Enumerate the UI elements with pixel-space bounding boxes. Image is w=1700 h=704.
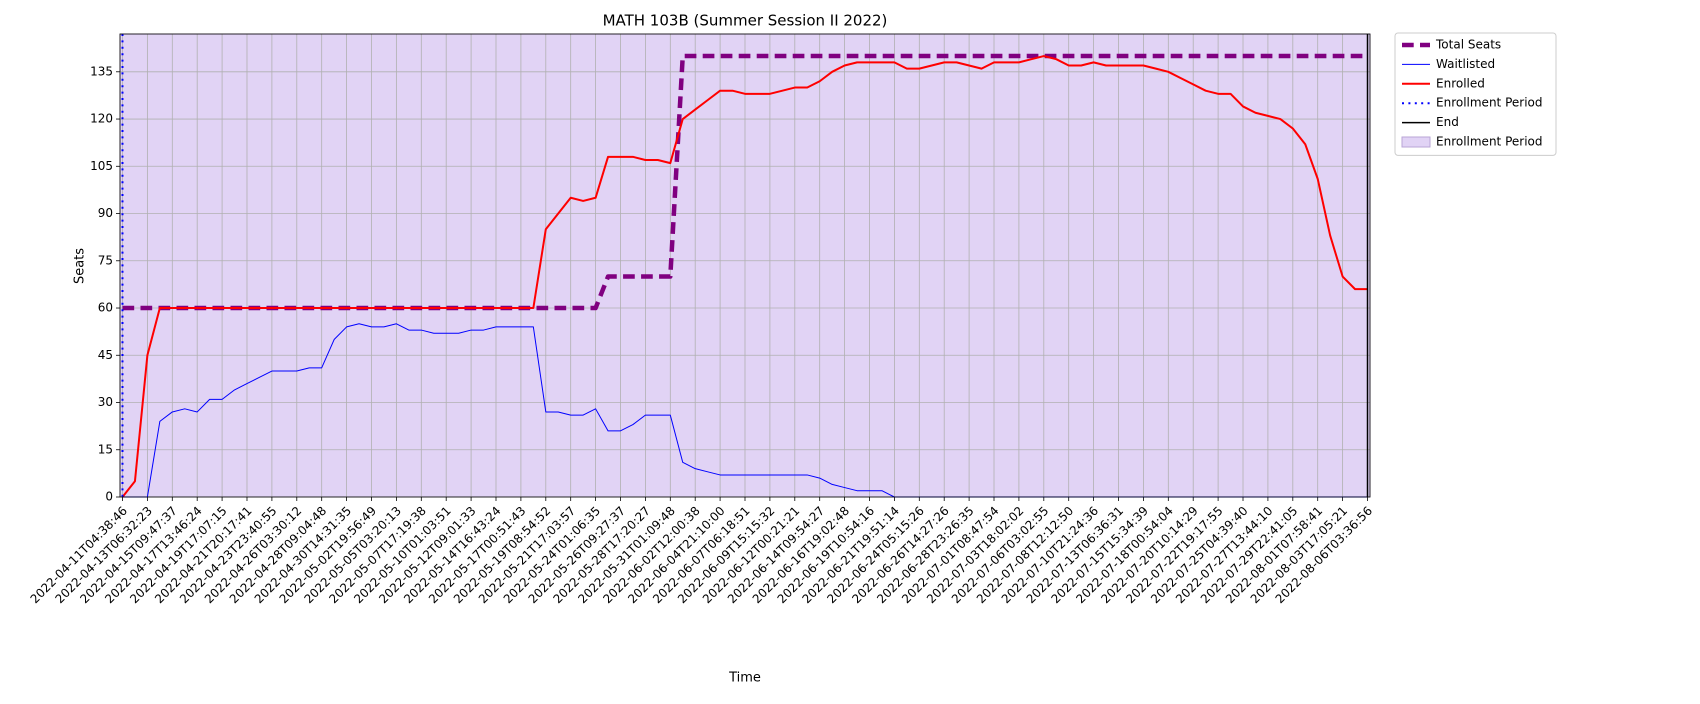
- legend-label: Enrollment Period: [1436, 135, 1542, 149]
- y-tick-label: 75: [98, 253, 113, 267]
- x-axis-label: Time: [728, 671, 761, 686]
- legend-label: Total Seats: [1435, 38, 1501, 52]
- legend-label: Enrollment Period: [1436, 96, 1542, 110]
- y-axis-label: Seats: [73, 248, 88, 284]
- legend-label: Waitlisted: [1436, 57, 1495, 71]
- legend-box: [1394, 32, 1557, 156]
- legend-swatch: [1401, 136, 1431, 148]
- y-tick-label: 135: [90, 64, 113, 78]
- y-tick-label: 45: [98, 348, 113, 362]
- y-tick-label: 60: [98, 301, 113, 315]
- chart-title: MATH 103B (Summer Session II 2022): [603, 12, 888, 30]
- series-line: [121, 55, 1368, 498]
- y-tick-label: 30: [98, 395, 113, 409]
- y-tick-label: 0: [105, 490, 113, 504]
- legend-label: Enrolled: [1436, 76, 1485, 90]
- y-tick-label: 15: [98, 442, 113, 456]
- y-tick-label: 120: [90, 112, 113, 126]
- y-tick-label: 105: [90, 159, 113, 173]
- plot-frame: [119, 33, 1371, 498]
- y-tick-label: 90: [98, 206, 113, 220]
- legend-label: End: [1436, 115, 1459, 129]
- legend: Total Seats Waitlisted Enrolled Enrollment …: [1394, 32, 1557, 156]
